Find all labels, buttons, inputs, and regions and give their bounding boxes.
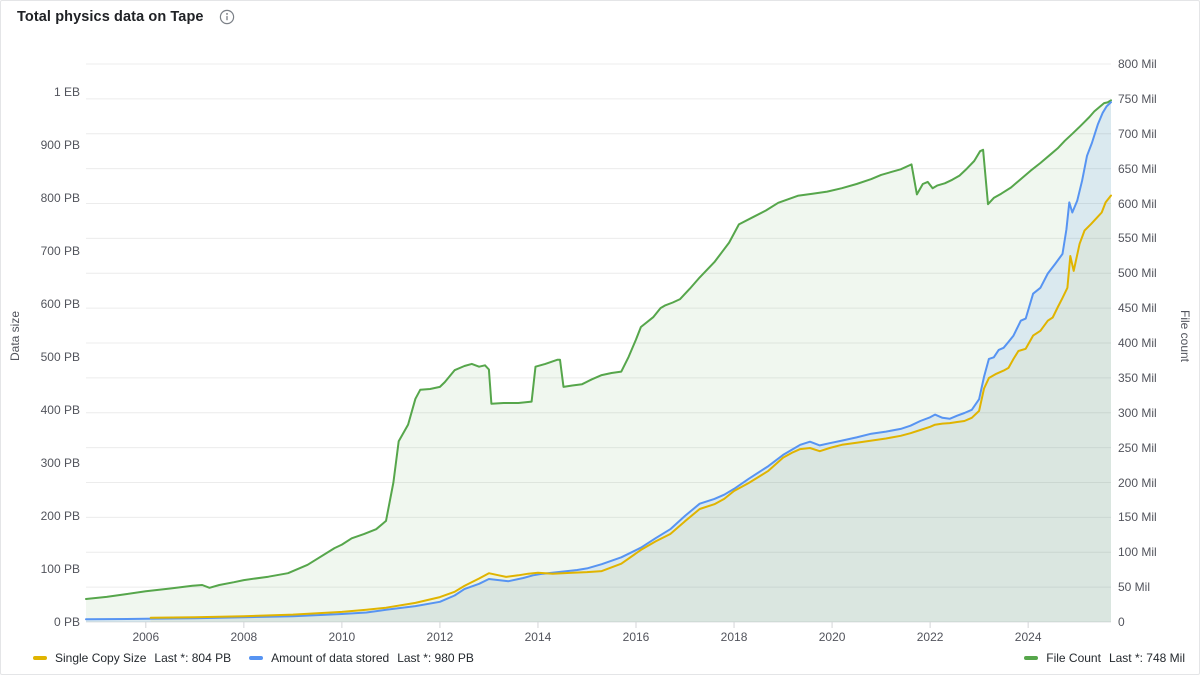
y-right-tick-label: 50 Mil — [1118, 580, 1151, 595]
y-right-tick-label: 0 — [1118, 615, 1125, 629]
y-right-tick-label: 550 Mil — [1118, 231, 1157, 246]
y-right-tick-label: 400 Mil — [1118, 336, 1157, 350]
y-right-tick-label: 250 Mil — [1118, 440, 1157, 455]
legend-label: Amount of data stored — [271, 651, 390, 665]
y-left-tick-label: 600 PB — [40, 296, 80, 311]
legend-group-right: File Count Last *: 748 Mil — [1024, 651, 1185, 665]
y-right-tick-label: 150 Mil — [1118, 510, 1157, 525]
y-right-tick-label: 350 Mil — [1118, 370, 1157, 385]
y-right-tick-label: 500 Mil — [1118, 266, 1157, 281]
legend-last-value: Last *: 748 Mil — [1108, 651, 1185, 665]
chart-legend: Single Copy Size Last *: 804 PB Amount o… — [1, 647, 1199, 669]
x-tick-label: 2008 — [230, 630, 258, 644]
y-right-tick-label: 800 Mil — [1118, 57, 1157, 71]
y-left-tick-label: 700 PB — [40, 243, 80, 258]
panel-header: Total physics data on Tape — [17, 9, 235, 25]
y-right-tick-label: 650 Mil — [1118, 161, 1157, 176]
x-tick-label: 2018 — [720, 630, 748, 644]
legend-label: Single Copy Size — [55, 651, 147, 665]
x-tick-label: 2010 — [328, 630, 356, 644]
y-right-tick-label: 600 Mil — [1118, 196, 1157, 211]
x-tick-label: 2022 — [916, 630, 944, 644]
legend-label: File Count — [1046, 651, 1101, 665]
y-axis-title-left: Data size — [8, 310, 22, 362]
info-icon[interactable] — [219, 9, 235, 25]
y-left-tick-label: 800 PB — [40, 190, 80, 205]
y-right-tick-label: 700 Mil — [1118, 126, 1157, 141]
y-right-tick-label: 750 Mil — [1118, 91, 1157, 106]
legend-last-value: Last *: 980 PB — [397, 651, 474, 665]
y-left-tick-label: 0 PB — [53, 615, 80, 629]
x-tick-label: 2014 — [524, 630, 552, 644]
legend-swatch-green — [1024, 656, 1039, 660]
series-line-single-copy-size[interactable] — [149, 194, 1112, 619]
series-line-amount-of-data-stored[interactable] — [85, 101, 1112, 621]
y-right-tick-label: 200 Mil — [1118, 475, 1157, 490]
series-line-file-count[interactable] — [85, 99, 1112, 600]
y-left-tick-label: 400 PB — [40, 402, 80, 417]
y-right-tick-label: 100 Mil — [1118, 545, 1157, 560]
y-left-tick-label: 200 PB — [40, 508, 80, 523]
y-left-tick-label: 300 PB — [40, 455, 80, 470]
legend-last-value: Last *: 804 PB — [154, 651, 232, 665]
y-left-tick-label: 500 PB — [40, 349, 80, 364]
legend-swatch-blue — [249, 656, 264, 660]
y-right-tick-label: 300 Mil — [1118, 405, 1157, 420]
legend-item-amount-of-data-stored[interactable]: Amount of data stored Last *: 980 PB — [249, 651, 474, 665]
y-left-tick-label: 100 PB — [40, 561, 80, 576]
x-tick-label: 2016 — [622, 630, 650, 644]
series-area-file-count — [86, 100, 1111, 623]
x-tick-label: 2012 — [426, 630, 454, 644]
panel-title: Total physics data on Tape — [17, 9, 204, 25]
x-tick-label: 2020 — [818, 630, 846, 644]
legend-item-file-count[interactable]: File Count Last *: 748 Mil — [1024, 651, 1185, 665]
x-tick-label: 2006 — [132, 630, 160, 644]
series-area-amount-of-data-stored — [86, 102, 1111, 622]
y-left-tick-label: 1 EB — [53, 84, 80, 99]
x-tick-label: 2024 — [1014, 630, 1042, 644]
y-axis-title-right: File count — [1178, 309, 1192, 363]
legend-group-left: Single Copy Size Last *: 804 PB Amount o… — [33, 651, 474, 665]
series-area-single-copy-size — [150, 195, 1111, 622]
legend-item-single-copy-size[interactable]: Single Copy Size Last *: 804 PB — [33, 651, 231, 665]
y-right-tick-label: 450 Mil — [1118, 301, 1157, 316]
y-left-tick-label: 900 PB — [40, 137, 80, 152]
legend-swatch-yellow — [33, 656, 47, 660]
